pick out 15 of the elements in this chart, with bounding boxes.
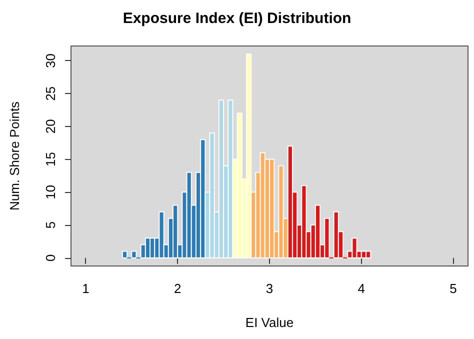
- x-tick-label: 2: [174, 281, 182, 296]
- y-tick-label: 0: [43, 254, 58, 262]
- y-axis-title: Num. Shore Points: [7, 100, 22, 211]
- x-axis-title: EI Value: [245, 315, 294, 330]
- x-tick-label: 4: [358, 281, 366, 296]
- x-tick-label: 3: [266, 281, 274, 296]
- y-tick-label: 10: [43, 184, 58, 200]
- y-tick-label: 15: [43, 152, 58, 167]
- chart-title: Exposure Index (EI) Distribution: [122, 10, 352, 27]
- y-tick-label: 20: [43, 119, 58, 134]
- y-tick-label: 5: [43, 221, 58, 229]
- y-tick-label: 30: [43, 53, 58, 68]
- y-tick-label: 25: [43, 86, 58, 101]
- x-tick-label: 1: [82, 281, 90, 296]
- x-tick-label: 5: [450, 281, 457, 296]
